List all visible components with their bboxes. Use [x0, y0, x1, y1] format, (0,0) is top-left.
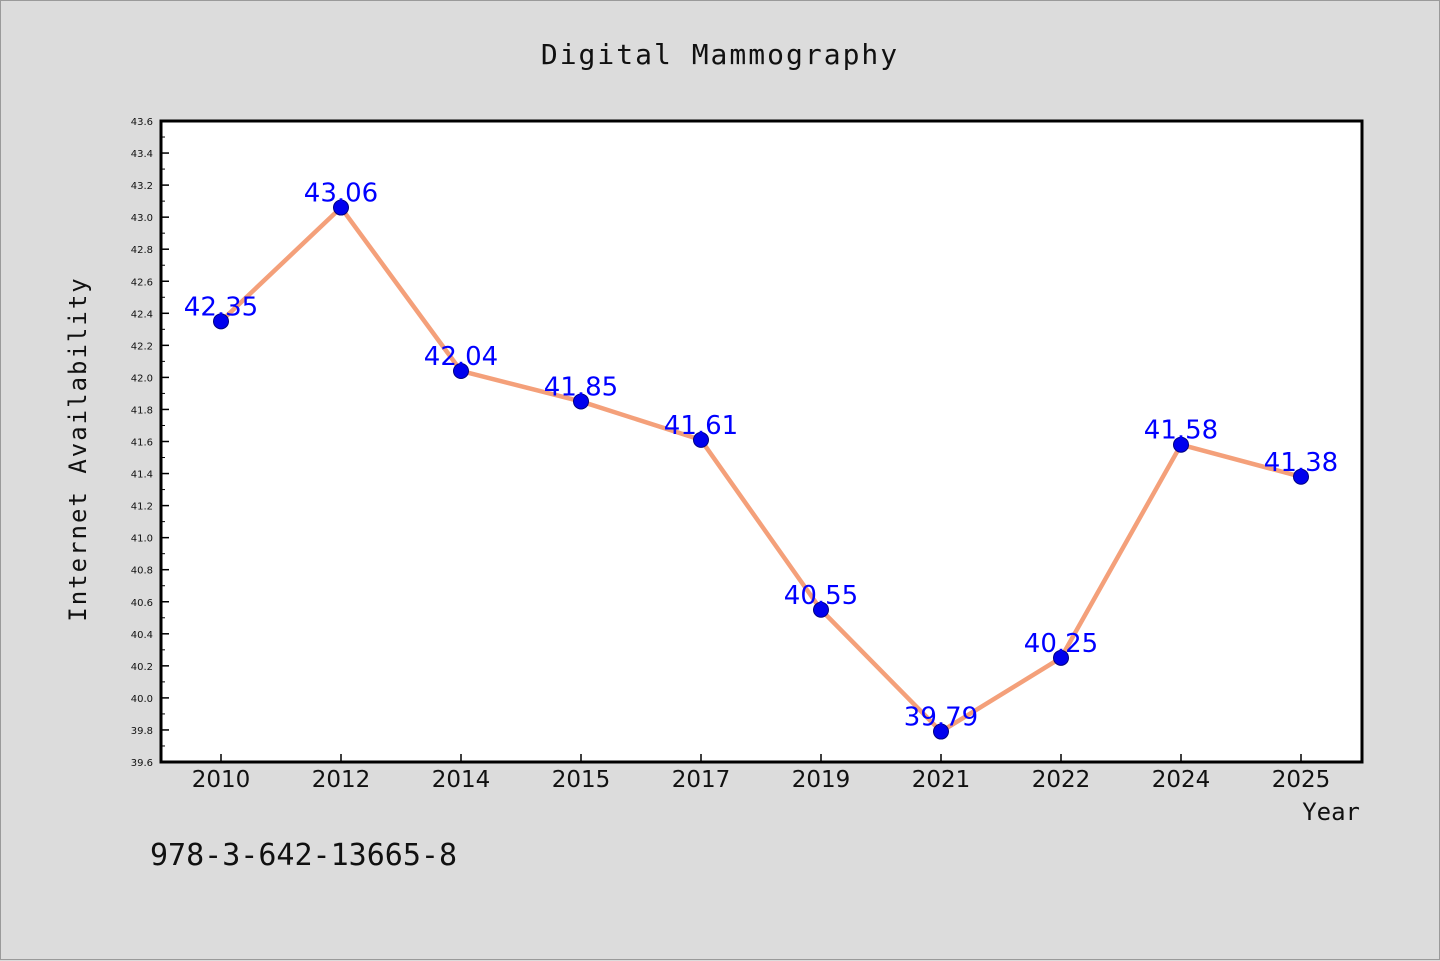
data-point [1293, 468, 1309, 485]
data-point [453, 362, 469, 379]
x-axis: 2010 2012 2014 2015 2017 2019 2021 2022 2024 2025 [192, 754, 1331, 793]
series-line [218, 205, 1304, 734]
y-tick-label: 40.0 [131, 694, 153, 705]
data-label: 42.04 [424, 342, 498, 372]
y-tick-label: 40.2 [131, 662, 153, 673]
data-point [813, 601, 829, 618]
series-layer: 42.35 43.06 42.04 41.85 41.61 40.55 39.79 40.25… [184, 179, 1338, 740]
x-tick-label: 2021 [912, 767, 971, 793]
y-tick-label: 43.6 [131, 117, 153, 128]
y-axis: 39.6 39.8 40.0 40.2 40.4 40.6 40.8 41.0 41.2 41.4… [131, 117, 169, 769]
data-label: 39.79 [904, 703, 978, 733]
x-tick-label: 2010 [192, 767, 251, 793]
data-point [333, 199, 349, 216]
data-point [1173, 436, 1189, 453]
y-tick-label: 43.4 [131, 149, 153, 160]
data-label: 41.58 [1144, 416, 1218, 446]
y-tick-label: 40.4 [131, 630, 153, 641]
y-tick-label: 41.2 [131, 502, 153, 513]
x-tick-label: 2022 [1032, 767, 1091, 793]
y-tick-label: 42.2 [131, 341, 153, 352]
x-tick-label: 2019 [792, 767, 851, 793]
data-point [693, 431, 709, 448]
x-tick-label: 2015 [552, 767, 611, 793]
y-tick-label: 43.2 [131, 181, 153, 192]
footer-id: 978-3-642-13665-8 [150, 838, 457, 873]
y-tick-label: 42.8 [131, 245, 153, 256]
data-label: 41.61 [664, 411, 738, 441]
y-tick-label: 43.0 [131, 213, 153, 224]
data-point [573, 393, 589, 410]
y-tick-label: 39.8 [131, 726, 153, 737]
y-axis-label: Internet Availability [64, 276, 92, 621]
y-tick-label: 42.6 [131, 277, 153, 288]
data-point [213, 313, 229, 330]
data-label: 40.25 [1024, 629, 1098, 659]
data-point [1053, 649, 1069, 666]
x-tick-label: 2017 [672, 767, 731, 793]
data-label: 41.85 [544, 372, 618, 402]
y-tick-label: 39.6 [131, 758, 153, 769]
x-tick-label: 2024 [1152, 767, 1211, 793]
x-tick-label: 2014 [432, 767, 491, 793]
y-tick-label: 40.8 [131, 566, 153, 577]
y-tick-label: 41.6 [131, 438, 153, 449]
x-tick-label: 2025 [1272, 767, 1331, 793]
y-tick-label: 41.8 [131, 405, 153, 416]
y-tick-label: 41.0 [131, 534, 153, 545]
data-label: 43.06 [304, 179, 378, 209]
data-point [933, 723, 949, 740]
data-label: 41.38 [1264, 448, 1338, 478]
y-tick-label: 42.0 [131, 373, 153, 384]
y-tick-label: 41.4 [131, 470, 153, 481]
x-axis-label: Year [1302, 798, 1360, 826]
y-tick-label: 42.4 [131, 309, 153, 320]
y-tick-label: 40.6 [131, 598, 153, 609]
chart-title: Digital Mammography [541, 38, 899, 71]
data-label: 42.35 [184, 292, 258, 322]
data-label: 40.55 [784, 581, 858, 611]
x-tick-label: 2012 [312, 767, 371, 793]
plot-area [159, 119, 1364, 764]
